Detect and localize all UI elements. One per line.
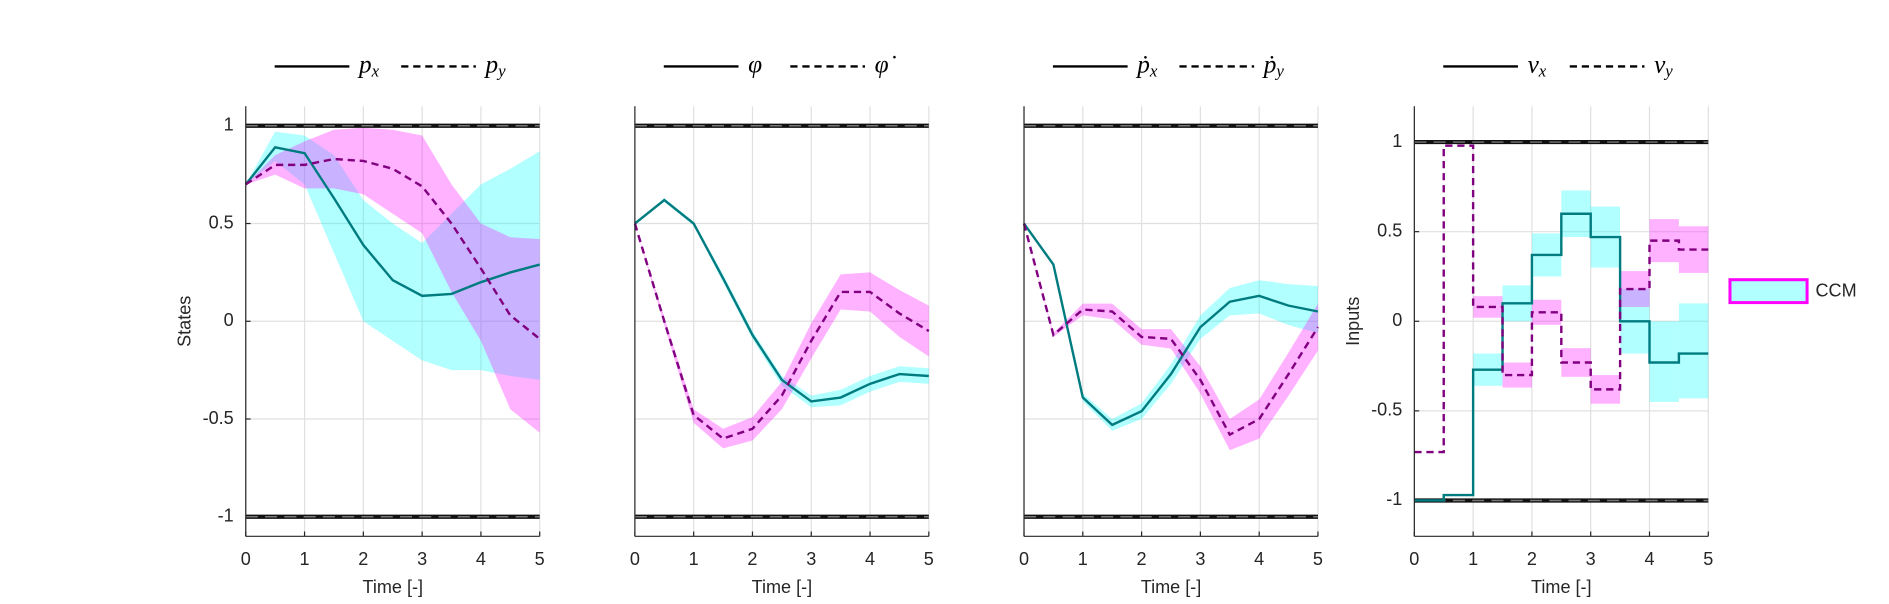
legend-subscript: y (1274, 61, 1284, 80)
uncertainty-band (1024, 223, 1318, 451)
series-line (1023, 222, 1319, 427)
legend-label: vy (1654, 50, 1673, 80)
x-tick-label: 4 (865, 549, 875, 569)
y-tick-label: -1 (1386, 489, 1402, 509)
x-tick-label: 3 (1195, 549, 1205, 569)
legend-subscript: y (496, 61, 506, 80)
x-tick-label: 2 (358, 549, 368, 569)
y-tick-label: 0 (224, 310, 234, 330)
series-line (1414, 144, 1709, 454)
x-tick-label: 5 (1703, 549, 1713, 569)
y-tick-label: 1 (224, 115, 234, 135)
legend-label: ṗx (1135, 50, 1158, 80)
x-tick-label: 2 (747, 549, 757, 569)
legend-box (1728, 278, 1809, 305)
x-tick-label: 2 (1527, 549, 1537, 569)
legend-subscript: x (1538, 61, 1547, 80)
legend-label: φ (748, 50, 762, 78)
x-tick-label: 0 (241, 549, 251, 569)
legend-label: ṗy (1262, 50, 1285, 80)
x-tick-label: 0 (630, 549, 640, 569)
legend-label: vx (1528, 50, 1547, 80)
y-axis-label: Inputs (1343, 297, 1363, 346)
x-tick-label: 1 (1468, 549, 1478, 569)
legend-symbol: p (357, 50, 372, 78)
legend-subscript: x (371, 61, 380, 80)
series-line (1022, 223, 1319, 437)
x-tick-label: 0 (1019, 549, 1029, 569)
legend-subscript: x (1149, 61, 1158, 80)
legend-label: py (484, 50, 507, 80)
uncertainty-band (634, 223, 929, 449)
x-tick-label: 5 (1313, 549, 1323, 569)
series-line (633, 223, 930, 440)
y-tick-label: 1 (1392, 131, 1402, 151)
y-tick-label: -0.5 (203, 408, 234, 428)
x-tick-label: 3 (806, 549, 816, 569)
x-tick-label: 1 (1078, 549, 1088, 569)
legend-label: px (357, 50, 380, 80)
legend-label: CCM (1816, 281, 1857, 301)
x-tick-label: 4 (1254, 549, 1264, 569)
x-tick-label: 2 (1137, 549, 1147, 569)
legend-symbol: φ (748, 50, 762, 78)
series-line (1414, 212, 1709, 502)
x-tick-label: 1 (689, 549, 699, 569)
x-tick-label: 5 (535, 549, 545, 569)
legend-symbol: ṗ (1135, 50, 1150, 78)
x-tick-label: 4 (476, 549, 486, 569)
x-axis-label: Time [-] (1531, 577, 1592, 597)
x-tick-label: 5 (924, 549, 934, 569)
y-tick-label: 0 (1392, 310, 1402, 330)
y-tick-label: -1 (218, 506, 234, 526)
legend-symbol: ṗ (1262, 50, 1277, 78)
y-tick-label: 0.5 (209, 212, 234, 232)
legend-symbol: v (1654, 50, 1666, 78)
series-line (634, 198, 929, 403)
legend-label: φ̇ (875, 50, 897, 78)
y-axis-label: States (174, 296, 194, 347)
x-tick-label: 4 (1644, 549, 1654, 569)
legend-symbol: v (1528, 50, 1540, 78)
series-line (244, 145, 541, 298)
legend-symbol: φ̇ (875, 50, 897, 78)
x-tick-label: 3 (417, 549, 427, 569)
x-axis-label: Time [-] (1141, 577, 1202, 597)
x-axis-label: Time [-] (752, 577, 813, 597)
x-tick-label: 0 (1409, 549, 1419, 569)
legend-symbol: p (484, 50, 499, 78)
y-tick-label: 0.5 (1377, 220, 1402, 240)
x-tick-label: 1 (300, 549, 310, 569)
series-line (245, 157, 541, 340)
uncertainty-band (1678, 303, 1709, 399)
uncertainty-band (245, 127, 540, 433)
y-tick-label: -0.5 (1371, 400, 1402, 420)
legend-subscript: y (1663, 61, 1673, 80)
x-tick-label: 3 (1586, 549, 1596, 569)
uncertainty-band (1473, 296, 1503, 318)
x-axis-label: Time [-] (362, 577, 423, 597)
uncertainty-band (245, 131, 540, 380)
